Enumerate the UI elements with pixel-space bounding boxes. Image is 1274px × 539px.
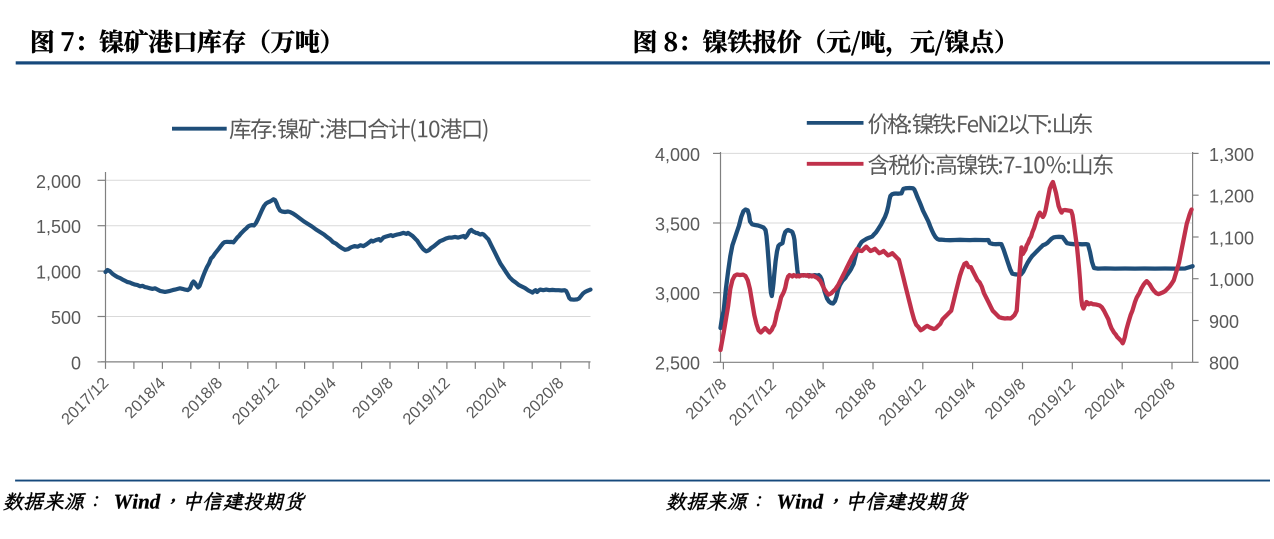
svg-text:0: 0 xyxy=(71,353,81,373)
svg-text:3,000: 3,000 xyxy=(655,284,700,304)
svg-text:4,000: 4,000 xyxy=(655,145,700,165)
svg-text:1,500: 1,500 xyxy=(36,217,81,237)
svg-text:1,100: 1,100 xyxy=(1209,228,1254,248)
svg-text:2,500: 2,500 xyxy=(655,354,700,374)
svg-text:500: 500 xyxy=(51,308,81,328)
svg-text:1,000: 1,000 xyxy=(36,263,81,283)
svg-text:3,500: 3,500 xyxy=(655,214,700,234)
svg-text:1,000: 1,000 xyxy=(1209,270,1254,290)
svg-text:800: 800 xyxy=(1209,354,1239,374)
svg-text:1,300: 1,300 xyxy=(1209,145,1254,165)
svg-text:2,000: 2,000 xyxy=(36,172,81,192)
svg-text:900: 900 xyxy=(1209,312,1239,332)
svg-text:1,200: 1,200 xyxy=(1209,187,1254,207)
